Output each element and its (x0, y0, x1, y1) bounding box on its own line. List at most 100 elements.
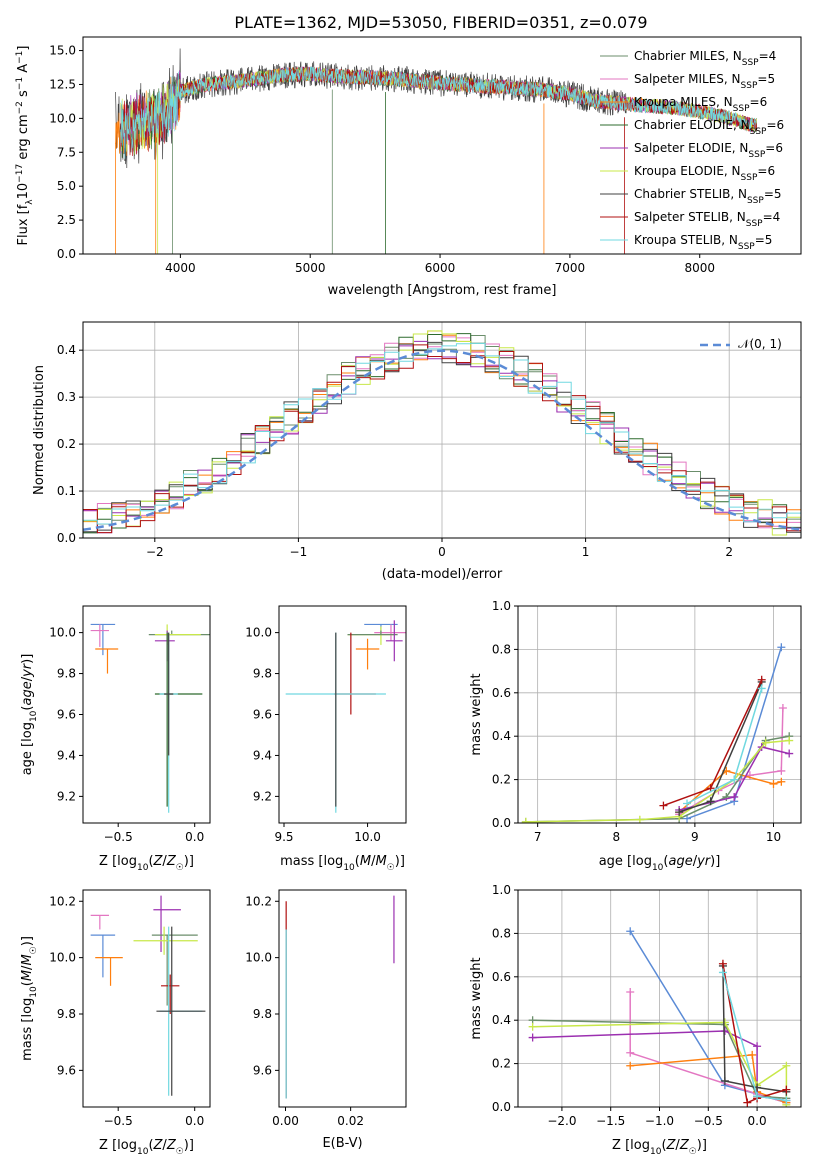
y-axis-label: mass weight (469, 673, 484, 755)
age-vs-mass-axes: 9.5 10.0 9.2 9.4 9.6 9.8 10.0 (245, 626, 381, 844)
x-tick-label: 0.02 (337, 1114, 364, 1128)
x-tick-label: 0.0 (185, 1114, 204, 1128)
x-tick-label: −0.5 (694, 1114, 723, 1128)
series-marker (626, 1061, 635, 1070)
residuals-frame (82, 321, 802, 539)
errorbar-point (154, 632, 203, 807)
errorbar-point (90, 624, 110, 647)
errorbar-point (334, 632, 376, 715)
x-tick-label: −1.5 (596, 1114, 625, 1128)
series-marker (785, 749, 794, 758)
x-tick-label: 4000 (165, 261, 196, 275)
series-marker (782, 1061, 791, 1070)
errorbar-point (374, 624, 406, 641)
errorbar-point (154, 624, 201, 645)
series-marker (757, 675, 766, 684)
series-marker (730, 775, 739, 784)
legend-entry: Salpeter STELIB, NSSP=4 (634, 210, 780, 229)
series-line (722, 963, 787, 1104)
series-marker (706, 797, 715, 806)
y-tick-label: 0.0 (492, 1100, 511, 1114)
y-axis-label: Normed distribution (32, 365, 47, 495)
errorbar-point (347, 630, 398, 636)
series-marker (528, 1033, 537, 1042)
series-marker (730, 792, 739, 801)
series-marker (782, 1096, 791, 1105)
x-tick-label: 10 (766, 830, 781, 844)
series-marker (782, 1085, 791, 1094)
x-tick-label: 7000 (555, 261, 586, 275)
y-tick-label: 10.2 (245, 894, 272, 908)
mass-vs-Z-points (90, 895, 206, 1096)
x-tick-label: −0.5 (104, 830, 133, 844)
y-tick-label: 1.0 (492, 599, 511, 613)
y-tick-label: 15.0 (49, 44, 76, 58)
errorbar-point (90, 934, 116, 978)
spectrum-axes: 4000 5000 6000 7000 8000 0.0 2.5 5.0 7.5 10.0 12.5… (49, 44, 715, 275)
y-tick-label: 0.6 (492, 970, 511, 984)
y-tick-label: 9.4 (57, 748, 76, 762)
massweight-vs-age-frame (517, 605, 802, 824)
errorbar-point (164, 632, 174, 756)
series-marker (683, 799, 692, 808)
massweight-vs-age-series (521, 643, 794, 823)
y-tick-label: 0.8 (492, 926, 511, 940)
y-tick-label: 0.0 (57, 531, 76, 545)
y-axis-label: mass [log10(M/M☉)] (20, 936, 39, 1061)
x-tick-label: 8 (612, 830, 620, 844)
y-tick-label: 0.3 (57, 390, 76, 404)
errorbar-point (151, 934, 198, 1006)
errorbar-point (347, 626, 395, 645)
series-marker (777, 766, 786, 775)
x-axis-label: (data-model)/error (382, 567, 503, 582)
errorbar-point (95, 648, 119, 674)
mass-vs-EBV-frame (278, 889, 407, 1108)
y-tick-label: 9.8 (253, 1007, 272, 1021)
legend-entry: Kroupa MILES, NSSP=6 (634, 95, 767, 114)
normal-curve (83, 349, 801, 532)
legend-entry: Salpeter MILES, NSSP=5 (634, 72, 775, 91)
series-line (678, 681, 763, 813)
x-tick-label: 7 (534, 830, 542, 844)
legend-entry: Chabrier STELIB, NSSP=5 (634, 187, 782, 206)
legend-entry: Salpeter ELODIE, NSSP=6 (634, 141, 783, 160)
series-line (679, 746, 790, 811)
series-marker (785, 736, 794, 745)
legend-entry: Chabrier MILES, NSSP=4 (634, 49, 776, 68)
series-marker (761, 738, 770, 747)
x-tick-label: 6000 (425, 261, 456, 275)
y-tick-label: 9.6 (253, 1063, 272, 1077)
x-tick-label: −1.0 (645, 1114, 674, 1128)
y-tick-label: 10.0 (49, 626, 76, 640)
series-marker (720, 1027, 729, 1036)
errorbar-point (95, 957, 123, 986)
y-tick-label: 0.0 (57, 247, 76, 261)
y-axis-label: mass weight (469, 957, 484, 1039)
x-tick-label: 2 (725, 545, 733, 559)
y-tick-label: 1.0 (492, 883, 511, 897)
x-tick-label: −2.0 (547, 1114, 576, 1128)
y-axis-label: Flux [fλ10−17 erg cm−2 s−1 A−1] (15, 46, 35, 246)
normal-legend-label: 𝒩(0, 1) (738, 337, 782, 351)
series-marker (757, 684, 766, 693)
series-marker (635, 815, 644, 823)
x-axis-label: mass [log10(M/M☉)] (280, 854, 405, 873)
y-tick-label: 10.0 (245, 951, 272, 965)
x-axis-label: age [log10(age/yr)] (599, 854, 721, 873)
series-marker (753, 1092, 762, 1101)
series-marker (778, 703, 787, 712)
age-vs-Z-frame (82, 605, 211, 824)
spectrum-line (120, 66, 756, 159)
legend-entry: Kroupa STELIB, NSSP=5 (634, 233, 772, 252)
series-marker (659, 801, 668, 810)
series-marker (718, 968, 727, 977)
y-tick-label: 9.8 (57, 1007, 76, 1021)
histogram-steps (83, 330, 801, 538)
y-tick-label: 2.5 (57, 213, 76, 227)
errorbar-point (153, 895, 181, 952)
x-tick-label: 5000 (295, 261, 326, 275)
y-tick-label: 10.0 (245, 626, 272, 640)
age-vs-Z-axes: −0.5 0.0 9.2 9.4 9.6 9.8 10.0 (49, 626, 204, 844)
y-tick-label: 9.6 (57, 708, 76, 722)
